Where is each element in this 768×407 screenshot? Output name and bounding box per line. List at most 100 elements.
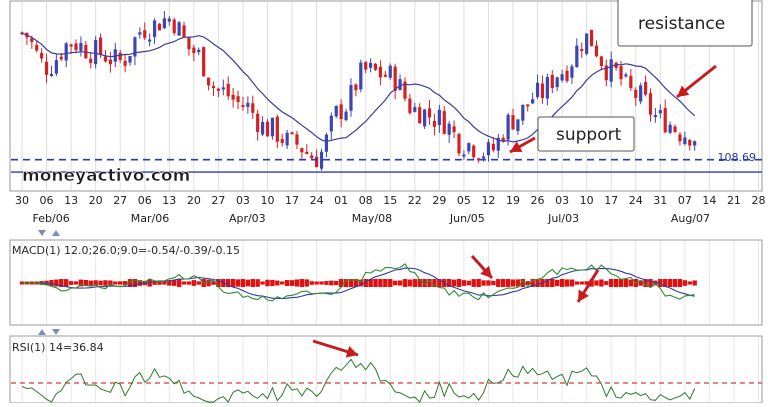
x-tick-label: 07 bbox=[678, 194, 692, 207]
candle-body bbox=[94, 39, 98, 65]
x-tick-label: 10 bbox=[261, 194, 275, 207]
macd-histogram-bar bbox=[476, 279, 481, 287]
macd-histogram-bar bbox=[496, 279, 501, 287]
candle-body bbox=[673, 126, 677, 133]
candle-body bbox=[300, 148, 304, 153]
candle-body bbox=[69, 44, 73, 47]
candle-body bbox=[138, 32, 142, 35]
candle-body bbox=[265, 121, 270, 137]
x-tick-label: 26 bbox=[531, 194, 545, 207]
macd-histogram-bar bbox=[392, 280, 398, 286]
candle-body bbox=[349, 85, 353, 111]
rsi-series bbox=[11, 358, 762, 403]
x-tick-label: 06 bbox=[40, 194, 54, 207]
macd-histogram-bar bbox=[569, 279, 575, 287]
macd-histogram-bar bbox=[250, 279, 255, 287]
macd-histogram-bar bbox=[653, 280, 658, 286]
macd-histogram-bar bbox=[108, 280, 113, 286]
macd-histogram-bar bbox=[132, 279, 138, 287]
macd-histogram-bar bbox=[368, 279, 373, 287]
x-tick-label: 27 bbox=[211, 194, 225, 207]
candle-body bbox=[599, 56, 603, 66]
macd-histogram-bar bbox=[329, 280, 334, 286]
macd-histogram-bar bbox=[609, 279, 614, 287]
macd-panel-arrow-up-icon[interactable] bbox=[52, 230, 60, 236]
macd-histogram-bar bbox=[466, 280, 472, 286]
candle-body bbox=[74, 43, 78, 51]
candle-body bbox=[54, 60, 58, 74]
candle-body bbox=[506, 114, 510, 140]
macd-histogram-bar bbox=[584, 281, 589, 285]
macd-cross-arrow-left bbox=[470, 254, 494, 280]
x-tick-label: 31 bbox=[653, 194, 667, 207]
candle-body bbox=[398, 79, 402, 91]
candle-body bbox=[467, 143, 471, 152]
macd-panel-arrow-down-icon[interactable] bbox=[38, 230, 46, 236]
candle-body bbox=[418, 107, 422, 124]
x-tick-label: 10 bbox=[580, 194, 594, 207]
x-tick-label: 01 bbox=[334, 194, 348, 207]
macd-histogram-bar bbox=[334, 280, 339, 286]
macd-histogram-bar bbox=[176, 279, 182, 287]
macd-histogram-bar bbox=[73, 281, 79, 285]
candle-body bbox=[575, 45, 579, 68]
candle-body bbox=[427, 108, 432, 118]
annotation-arrows bbox=[312, 64, 717, 358]
x-tick-label: 17 bbox=[285, 194, 299, 207]
candle-body bbox=[388, 65, 392, 78]
x-tick-label: 30 bbox=[15, 194, 29, 207]
arrow-head bbox=[578, 289, 589, 302]
candle-body bbox=[619, 66, 623, 80]
rsi-panel-arrow-up-icon[interactable] bbox=[38, 329, 46, 335]
macd-histogram-bar bbox=[275, 280, 280, 286]
macd-histogram-bar bbox=[181, 281, 187, 285]
macd-histogram-bar bbox=[78, 279, 84, 287]
candle-body bbox=[648, 93, 653, 115]
macd-histogram-bar bbox=[628, 279, 634, 287]
x-tick-label: 14 bbox=[702, 194, 716, 207]
candle-body bbox=[290, 132, 294, 135]
candle-body bbox=[241, 105, 245, 108]
macd-histogram-bar bbox=[451, 279, 457, 287]
candle-body bbox=[403, 81, 407, 99]
candle-body bbox=[64, 43, 68, 61]
candle-body bbox=[526, 104, 530, 107]
x-tick-label: 15 bbox=[383, 194, 397, 207]
macd-histogram-bar bbox=[162, 281, 167, 285]
candle-body bbox=[447, 123, 451, 135]
candle-body bbox=[108, 59, 112, 65]
rsi-panel-arrow-down-icon[interactable] bbox=[52, 329, 60, 335]
macd-histogram-bar bbox=[226, 279, 231, 287]
candle-body bbox=[334, 105, 338, 117]
macd-histogram-bar bbox=[559, 279, 565, 287]
candle-body bbox=[192, 47, 196, 54]
macd-histogram-bar bbox=[510, 279, 516, 287]
candle-body bbox=[486, 142, 491, 156]
macd-histogram-bar bbox=[348, 279, 354, 287]
macd-histogram-bar bbox=[378, 279, 383, 287]
candle-body bbox=[44, 61, 49, 75]
candle-body bbox=[177, 22, 181, 36]
candle-body bbox=[231, 94, 235, 100]
macd-histogram-bar bbox=[343, 279, 349, 287]
macd-histogram-bar bbox=[663, 279, 668, 287]
x-tick-label: 05 bbox=[457, 194, 471, 207]
macd-histogram-bar bbox=[294, 279, 300, 287]
macd-histogram-bar bbox=[211, 281, 216, 285]
candle-body bbox=[354, 84, 358, 91]
macd-histogram-bar bbox=[270, 279, 275, 287]
candle-body bbox=[84, 44, 88, 59]
macd-histogram-bar bbox=[535, 279, 540, 287]
macd-histogram-bar bbox=[68, 281, 74, 285]
macd-histogram-bar bbox=[481, 280, 486, 286]
candle-body bbox=[118, 52, 122, 61]
macd-histogram-bar bbox=[500, 279, 506, 287]
resistance-callout-box bbox=[617, 0, 753, 47]
candle-body bbox=[226, 83, 230, 97]
x-month-label: Mar/06 bbox=[131, 212, 169, 225]
macd-histogram-bar bbox=[461, 280, 467, 286]
arrow-head bbox=[480, 265, 492, 278]
candle-body bbox=[187, 37, 191, 50]
candle-body bbox=[614, 62, 618, 68]
